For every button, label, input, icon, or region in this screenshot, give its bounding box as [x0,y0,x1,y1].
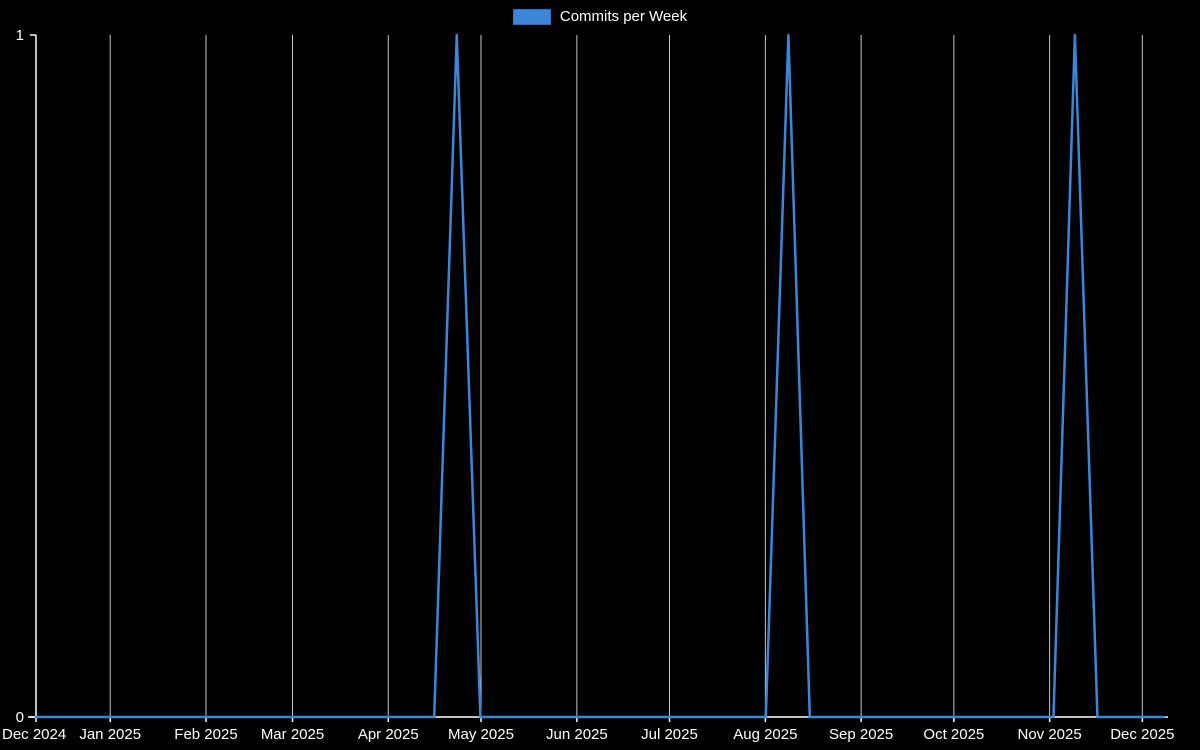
x-tick-label: Dec 2024 [2,726,66,743]
x-tick-label: May 2025 [448,726,514,743]
commits-line [34,33,1166,719]
x-tick-label: Nov 2025 [1018,726,1082,743]
y-tick-label: 1 [16,27,24,44]
x-tick-label: Sep 2025 [829,726,893,743]
x-tick-label: Aug 2025 [733,726,797,743]
x-tick-label: Mar 2025 [261,726,324,743]
x-tick-label: Jul 2025 [641,726,698,743]
x-tick-label: Feb 2025 [174,726,237,743]
x-tick-label: Apr 2025 [358,726,419,743]
x-tick-label: Oct 2025 [923,726,984,743]
y-tick-label: 0 [16,709,24,726]
x-tick-label: Dec 2025 [1110,726,1174,743]
x-tick-label: Jan 2025 [79,726,141,743]
chart-legend[interactable]: Commits per Week [0,8,1200,26]
legend-swatch [512,9,551,25]
legend-label: Commits per Week [559,8,688,25]
x-tick-label: Jun 2025 [546,726,608,743]
